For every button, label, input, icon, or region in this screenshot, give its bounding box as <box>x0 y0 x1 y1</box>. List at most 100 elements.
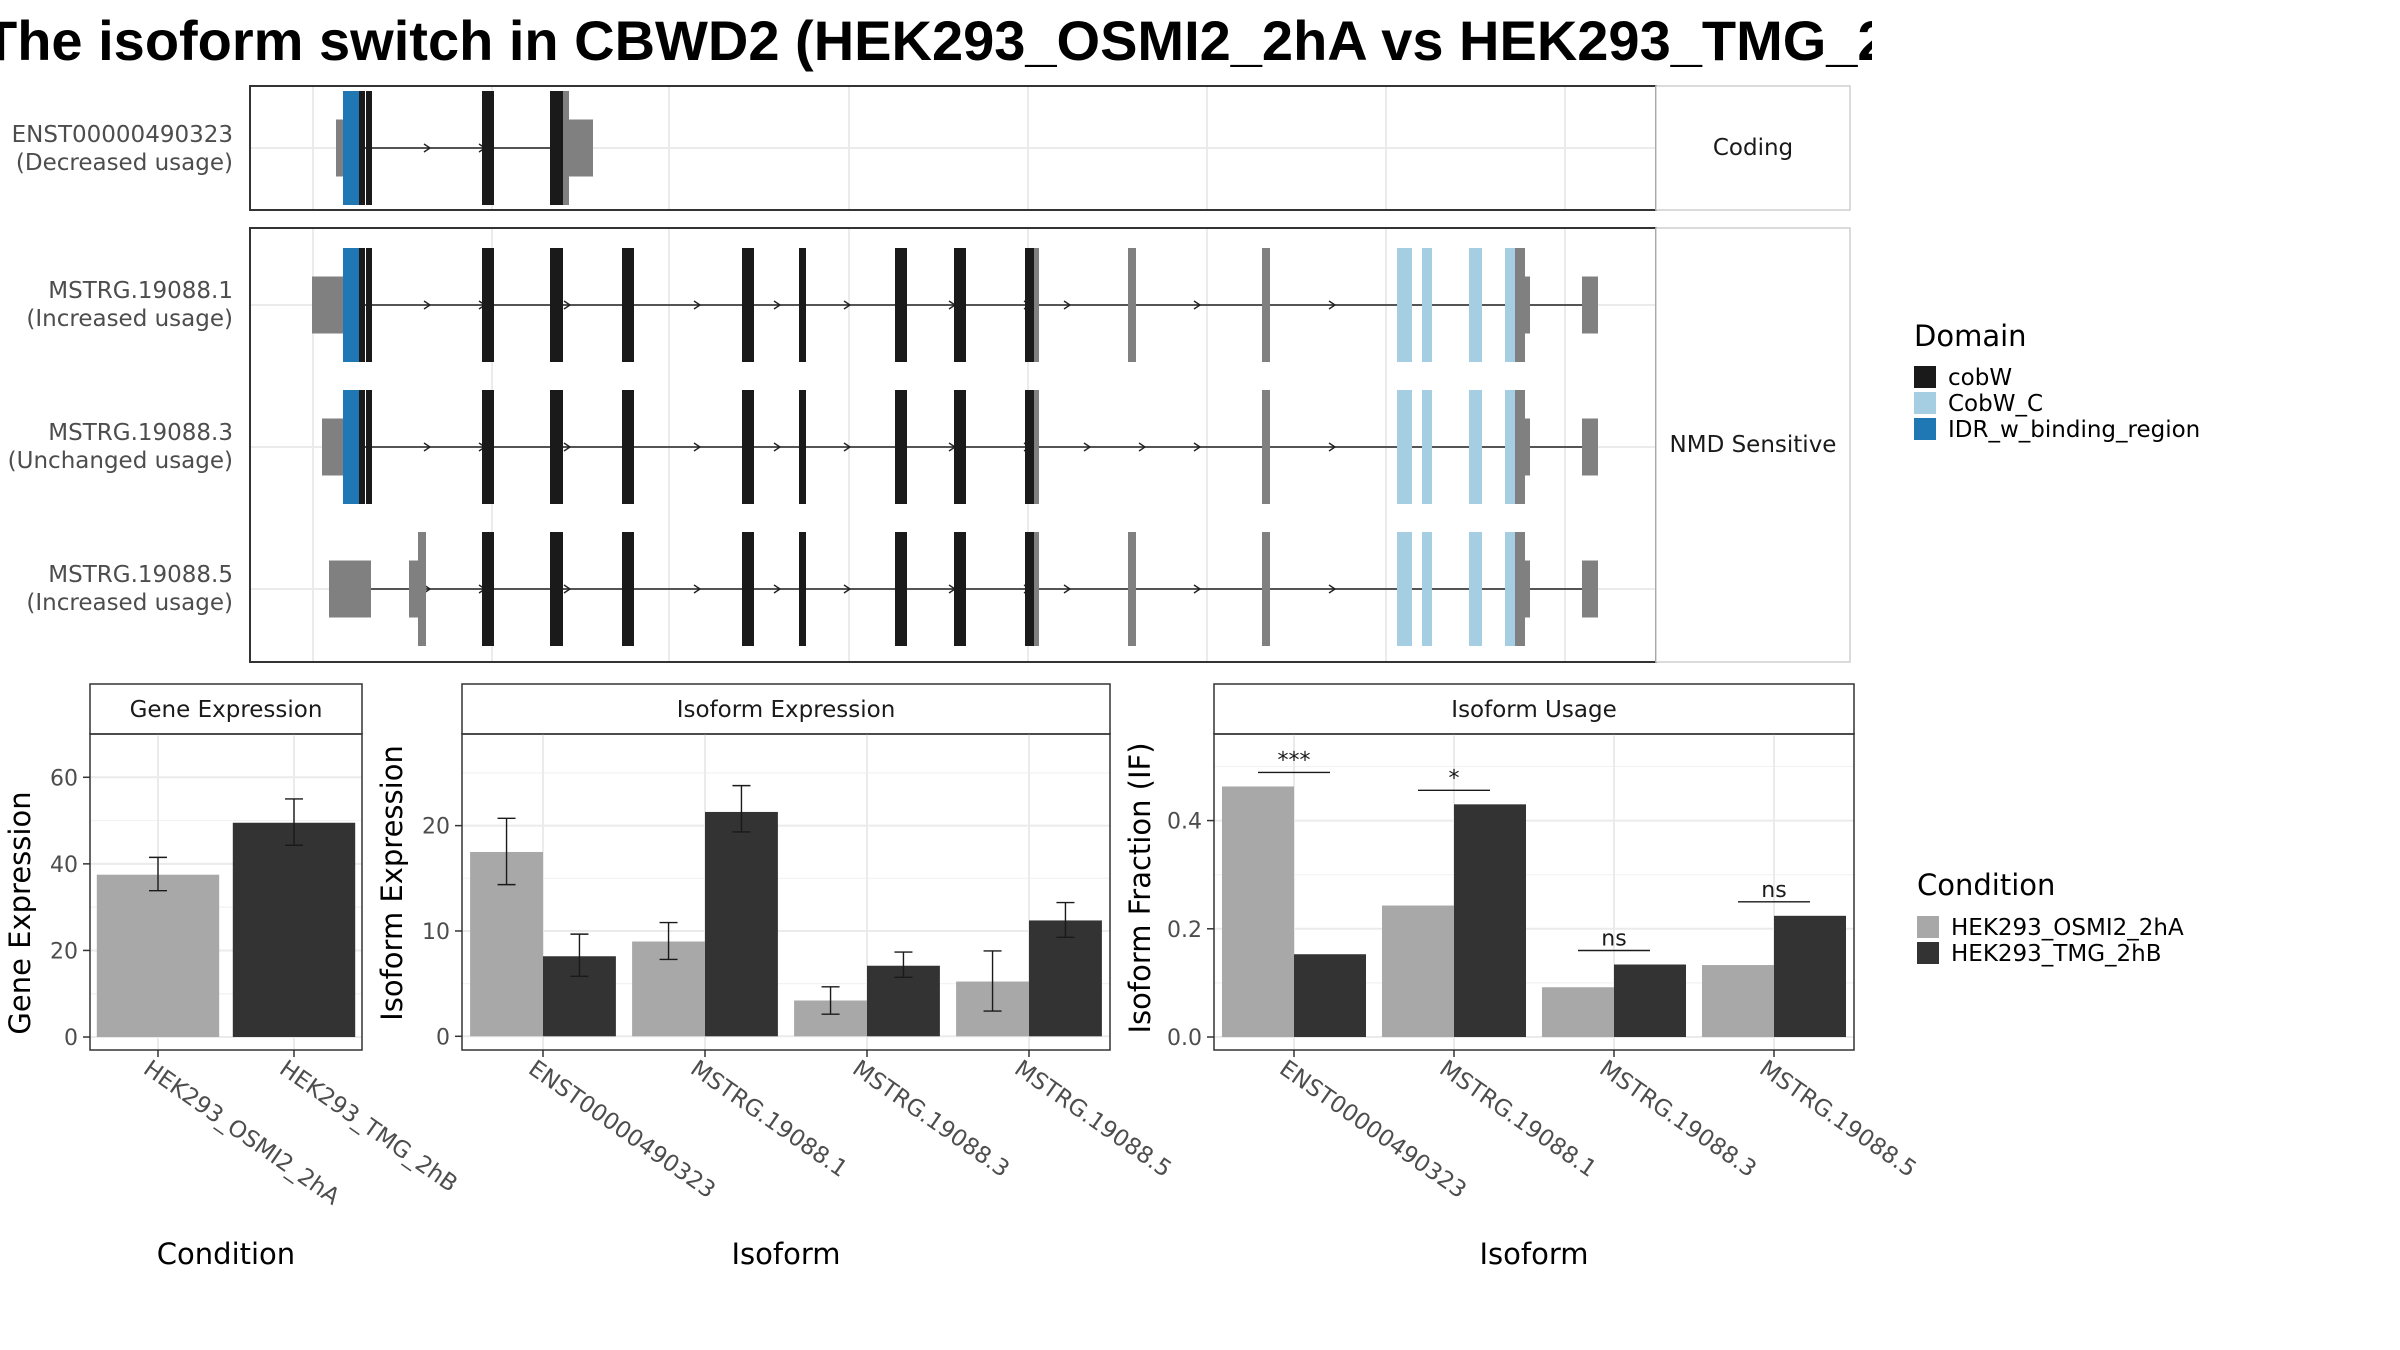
legend-label-cobw: cobW <box>1948 365 2012 391</box>
transcript-tracks <box>312 91 1598 646</box>
gene-expression-strip <box>89 683 363 735</box>
exon-domain-cobw-c <box>1469 532 1482 646</box>
strand-arrow <box>423 442 432 452</box>
strand-arrow <box>1063 584 1072 594</box>
exon-domain-cobw <box>799 390 806 504</box>
exon-domain-cobw <box>954 390 966 504</box>
exon-domain-cobw <box>895 248 907 362</box>
strand-arrow <box>1193 442 1202 452</box>
utr-block <box>312 276 344 334</box>
legend-swatch-cobw <box>1914 366 1936 388</box>
significance-label: ns <box>1601 927 1626 952</box>
bar-ENST00000490323-series-1 <box>1294 954 1366 1038</box>
strand-arrow <box>773 442 782 452</box>
exon-domain-cobw-c <box>1422 248 1432 362</box>
exon-domain-idr-w-binding-region <box>343 390 359 504</box>
nmd-strip <box>1655 227 1851 663</box>
strand-arrow <box>1328 584 1337 594</box>
exon-domain-cobw <box>895 390 907 504</box>
coding-strip <box>1655 85 1851 211</box>
x-tick-label: MSTRG.19088.5 <box>1010 1056 1176 1183</box>
strand-arrow <box>693 584 702 594</box>
legend-swatch-osmi2 <box>1917 916 1939 938</box>
utr-block <box>418 532 426 646</box>
strand-arrow <box>1138 442 1147 452</box>
exon-domain-cobw <box>359 91 365 205</box>
bar-ENST00000490323-series-0 <box>1222 786 1294 1038</box>
exon-domain-cobw-c <box>1397 390 1402 504</box>
strand-arrow <box>1193 584 1202 594</box>
coding-strip-label: Coding <box>1713 135 1793 161</box>
bar-HEK293_TMG_2hB <box>232 822 356 1038</box>
legend-label-tmg: HEK293_TMG_2hB <box>1951 941 2162 967</box>
legend-swatch-tmg <box>1917 942 1939 964</box>
exon-domain-cobw-c <box>1422 532 1432 646</box>
utr-block <box>1262 532 1270 646</box>
y-tick-label: 0 <box>436 1025 450 1050</box>
utr-block <box>322 418 344 476</box>
domain-legend: Domain cobW CobW_C IDR_w_binding_region <box>1914 319 2200 443</box>
exon-domain-cobw <box>359 390 365 504</box>
strand-arrow <box>563 442 572 452</box>
isoform-usage-enst: (Decreased usage) <box>16 150 233 176</box>
y-tick-label: 40 <box>50 853 78 878</box>
isoform-usage-xlabel: Isoform <box>1479 1237 1588 1271</box>
utr-block <box>1582 418 1598 476</box>
exon-domain-cobw <box>1025 390 1035 504</box>
isoform-usage-mstrg1: (Increased usage) <box>26 306 233 332</box>
utr-block <box>1128 248 1136 362</box>
strand-arrow <box>423 300 432 310</box>
isoform-usage-mstrg3: (Unchanged usage) <box>8 448 233 474</box>
utr-block <box>563 119 593 177</box>
bar-MSTRG.19088.1-series-0 <box>1382 905 1454 1038</box>
exon-domain-cobw <box>742 532 754 646</box>
significance-label: ns <box>1761 878 1786 903</box>
exon-domain-idr-w-binding-region <box>343 91 359 205</box>
exon-domain-cobw <box>550 91 563 205</box>
exon-domain-cobw <box>742 248 754 362</box>
y-tick-label: 0 <box>64 1026 78 1051</box>
strand-arrow <box>773 300 782 310</box>
utr-block <box>1582 560 1598 618</box>
bar-MSTRG.19088.3-series-1 <box>1614 964 1686 1038</box>
strand-arrow <box>843 442 852 452</box>
bar-MSTRG.19088.1-series-1 <box>1454 804 1526 1038</box>
utr-block <box>1034 248 1039 362</box>
exon-domain-cobw-c <box>1505 390 1515 504</box>
exon-domain-cobw <box>622 532 634 646</box>
x-tick-label: MSTRG.19088.1 <box>686 1056 852 1183</box>
legend-swatch-cobw-c <box>1914 392 1936 414</box>
strand-arrow <box>423 143 432 153</box>
x-tick-label: MSTRG.19088.3 <box>1595 1056 1761 1183</box>
strand-arrow <box>563 300 572 310</box>
isoform-usage-mstrg5: (Increased usage) <box>26 590 233 616</box>
exon-domain-cobw-c <box>1422 390 1432 504</box>
x-tick-label: MSTRG.19088.1 <box>1435 1056 1601 1183</box>
utr-block <box>1128 532 1136 646</box>
exon-domain-cobw-c <box>1402 390 1412 504</box>
x-tick-label: MSTRG.19088.5 <box>1755 1056 1921 1183</box>
gene-expression-ylabel: Gene Expression <box>3 791 37 1034</box>
y-tick-label: 20 <box>422 815 450 840</box>
legend-label-idr: IDR_w_binding_region <box>1948 417 2200 443</box>
exon-domain-cobw <box>622 248 634 362</box>
exon-domain-cobw-c <box>1505 248 1515 362</box>
isoform-label-mstrg1: MSTRG.19088.1 <box>48 278 233 304</box>
exon-domain-cobw-c <box>1469 248 1482 362</box>
exon-domain-cobw <box>482 91 494 205</box>
nmd-strip-label: NMD Sensitive <box>1670 432 1837 458</box>
strand-arrow <box>1193 300 1202 310</box>
exon-domain-cobw-c <box>1397 248 1402 362</box>
condition-legend: Condition HEK293_OSMI2_2hA HEK293_TMG_2h… <box>1917 868 2184 967</box>
strand-arrow <box>843 584 852 594</box>
isoform-usage-ylabel: Isoform Fraction (IF) <box>1123 742 1157 1033</box>
strand-arrow <box>773 584 782 594</box>
plot-border <box>89 733 363 1051</box>
exon-domain-cobw <box>550 248 563 362</box>
utr-block <box>1515 560 1530 618</box>
utr-block <box>1262 248 1270 362</box>
legend-label-cobw-c: CobW_C <box>1948 391 2043 417</box>
y-tick-label: 0.4 <box>1167 810 1202 835</box>
significance-label: * <box>1449 766 1460 791</box>
